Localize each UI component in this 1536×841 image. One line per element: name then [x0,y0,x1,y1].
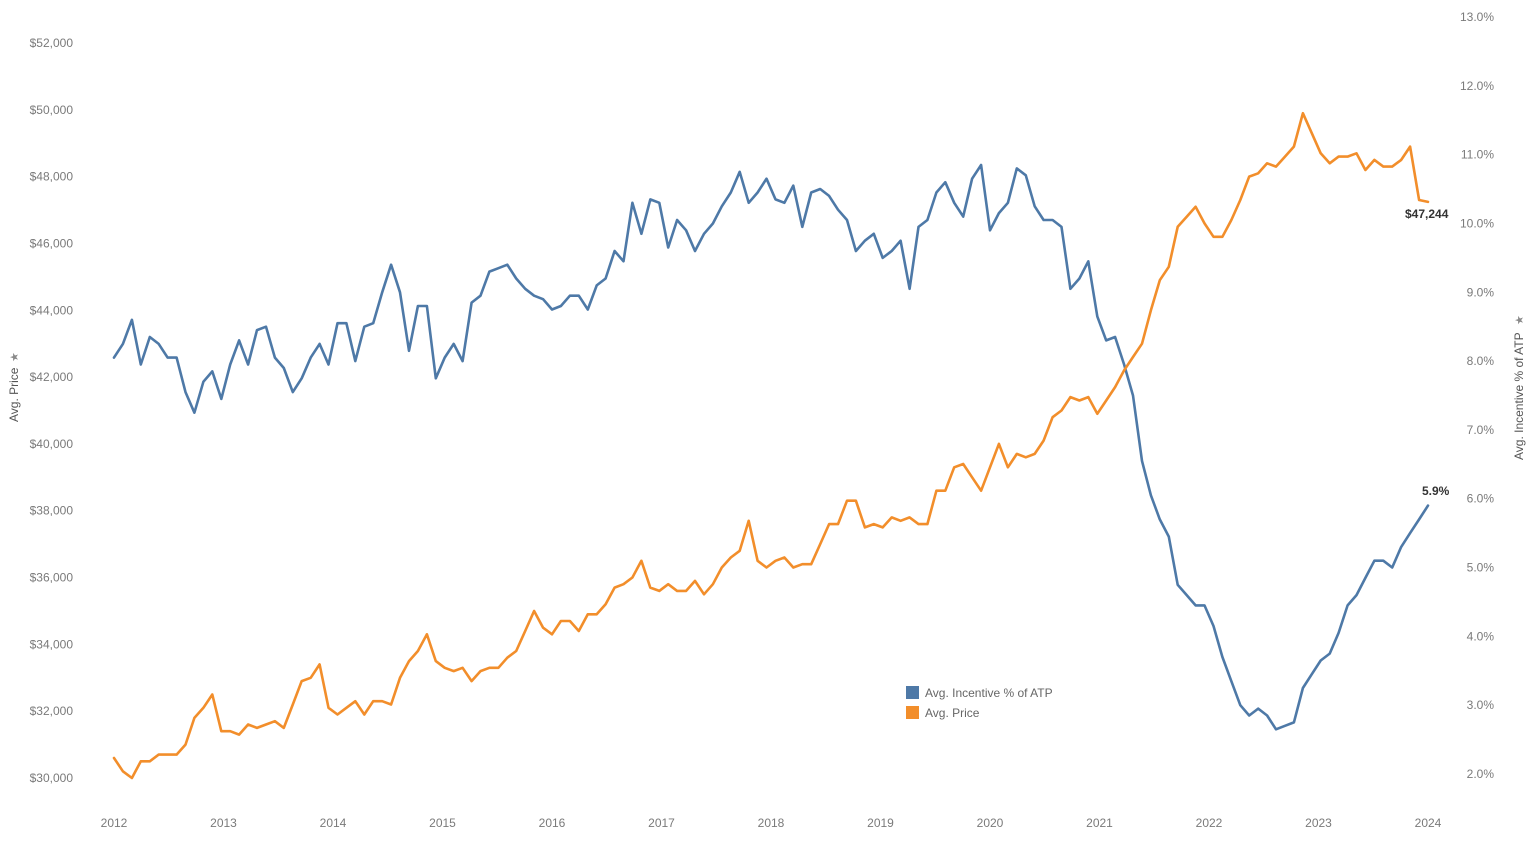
incentive-end-label: 5.9% [1422,484,1450,498]
left-tick-label: $32,000 [30,704,74,718]
left-tick-label: $30,000 [30,771,74,785]
x-tick-label: 2023 [1305,816,1332,830]
right-tick-label: 11.0% [1461,148,1494,162]
left-tick-label: $50,000 [30,103,74,117]
legend-swatch-price [906,706,919,719]
right-tick-label: 8.0% [1467,354,1495,368]
right-tick-label: 3.0% [1467,698,1495,712]
left-tick-label: $46,000 [30,236,74,250]
price-end-label: $47,244 [1405,207,1449,221]
right-axis-ticks: 2.0% 3.0% 4.0% 5.0% 6.0% 7.0% 8.0% 9.0% 10.0% 11.… [1460,10,1494,781]
right-tick-label: 5.0% [1467,561,1495,575]
x-tick-label: 2016 [539,816,566,830]
left-tick-label: $44,000 [30,303,74,317]
left-axis-ticks: $30,000 $32,000 $34,000 $36,000 $38,000 $40,0… [30,36,74,785]
left-tick-label: $36,000 [30,571,74,585]
price-series-line [112,111,1430,780]
right-tick-label: 13.0% [1460,10,1494,24]
left-tick-label: $40,000 [30,437,74,451]
legend-swatch-incentive [906,686,919,699]
x-tick-label: 2022 [1196,816,1223,830]
x-tick-label: 2024 [1415,816,1442,830]
left-tick-label: $52,000 [30,36,74,50]
left-tick-label: $34,000 [30,637,74,651]
pin-icon: ★ [1514,315,1526,325]
right-tick-label: 7.0% [1467,423,1495,437]
right-tick-label: 12.0% [1460,79,1494,93]
x-tick-label: 2017 [648,816,675,830]
x-tick-label: 2019 [867,816,894,830]
legend-label-price: Avg. Price [925,706,980,720]
x-tick-label: 2021 [1086,816,1113,830]
x-tick-label: 2015 [429,816,456,830]
right-axis-title: Avg. Incentive % of ATP [1512,332,1526,460]
left-axis-title: Avg. Price [7,367,21,422]
pin-icon: ★ [9,352,21,362]
right-tick-label: 10.0% [1460,216,1494,230]
left-tick-label: $42,000 [30,370,74,384]
right-tick-label: 6.0% [1467,492,1495,506]
right-tick-label: 4.0% [1467,629,1495,643]
legend-label-incentive: Avg. Incentive % of ATP [925,686,1053,700]
x-tick-label: 2012 [101,816,128,830]
x-tick-label: 2014 [320,816,347,830]
series-lines [112,111,1430,780]
incentive-series-line [112,163,1430,731]
legend: Avg. Incentive % of ATP Avg. Price [906,686,1053,720]
x-tick-label: 2018 [758,816,785,830]
x-axis-ticks: 2012 2013 2014 2015 2016 2017 2018 2019 2020 2021… [101,816,1442,830]
x-tick-label: 2020 [977,816,1004,830]
left-tick-label: $38,000 [30,504,74,518]
right-tick-label: 9.0% [1467,285,1495,299]
left-tick-label: $48,000 [30,170,74,184]
right-tick-label: 2.0% [1467,767,1495,781]
x-tick-label: 2013 [210,816,237,830]
